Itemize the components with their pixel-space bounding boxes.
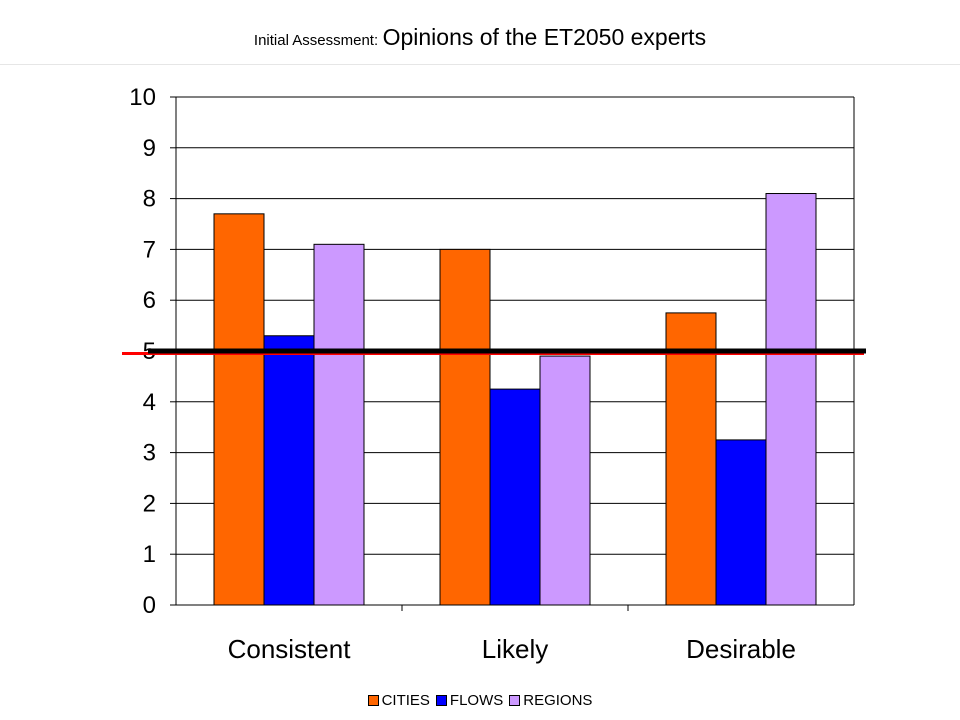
x-category-label: Consistent <box>228 634 352 664</box>
chart-title: Initial Assessment: Opinions of the ET20… <box>0 24 960 51</box>
legend-item-flows: FLOWS <box>435 692 504 709</box>
bar-regions-desirable <box>765 193 817 606</box>
legend-label: CITIES <box>381 692 430 709</box>
y-tick-label: 1 <box>143 541 156 568</box>
y-tick-label: 4 <box>143 389 156 416</box>
bar-flows-likely <box>489 388 541 606</box>
legend-swatch <box>367 695 379 706</box>
y-tick-label: 6 <box>143 287 156 314</box>
y-tick-label: 7 <box>143 236 156 263</box>
y-tick-label: 10 <box>129 84 156 111</box>
legend-label: REGIONS <box>523 692 593 709</box>
bar-regions-consistent <box>313 243 365 606</box>
bar-cities-likely <box>439 248 491 606</box>
x-category-label: Likely <box>482 634 548 664</box>
legend-label: FLOWS <box>449 692 504 709</box>
y-tick-label: 0 <box>143 592 156 619</box>
bar-flows-desirable <box>715 439 767 606</box>
x-category-label: Desirable <box>686 634 796 664</box>
bar-cities-desirable <box>665 312 717 606</box>
bar-regions-likely <box>539 355 591 606</box>
y-tick-label: 9 <box>143 135 156 162</box>
legend-swatch <box>509 695 521 706</box>
chart-title-main: Opinions of the ET2050 experts <box>382 24 707 50</box>
y-tick-label: 3 <box>143 440 156 467</box>
bar-cities-consistent <box>213 213 265 606</box>
y-tick-label: 8 <box>143 186 156 213</box>
title-divider <box>0 64 960 65</box>
legend-swatch <box>435 695 447 706</box>
legend-item-cities: CITIES <box>367 692 430 709</box>
bar-chart: 012345678910ConsistentLikelyDesirable <box>122 84 866 664</box>
bar-flows-consistent <box>263 335 315 606</box>
chart-title-prefix: Initial Assessment: <box>253 32 379 49</box>
chart-legend: CITIES FLOWS REGIONS <box>0 692 960 709</box>
legend-item-regions: REGIONS <box>509 692 592 709</box>
y-tick-label: 2 <box>143 490 156 517</box>
